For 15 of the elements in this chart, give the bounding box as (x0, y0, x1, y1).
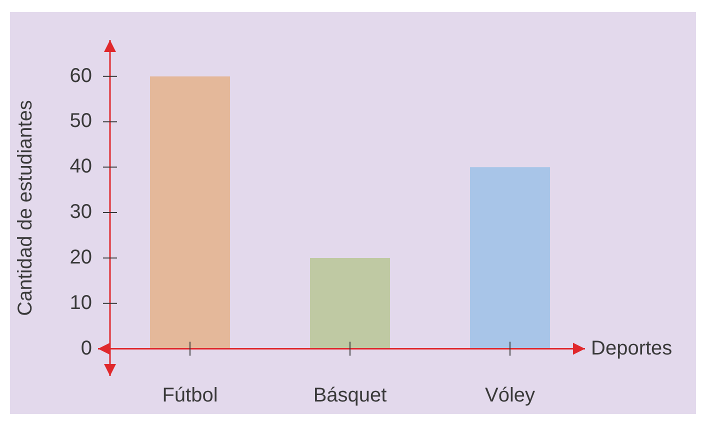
x-axis-title: Deportes (591, 337, 672, 360)
bar (470, 167, 550, 349)
x-tick-label: Vóley (484, 384, 536, 407)
x-tick-label: Básquet (313, 384, 388, 407)
y-tick-label: 10 (70, 292, 92, 314)
y-tick-label: 0 (80, 337, 92, 360)
y-tick-label: 40 (70, 156, 92, 178)
y-axis-title: Cantidad de estudiantes (14, 100, 37, 316)
y-tick-label: 50 (70, 110, 92, 132)
y-tick-label: 60 (70, 64, 92, 87)
y-tick-label: 20 (70, 246, 92, 268)
x-tick-label: Fútbol (162, 384, 218, 407)
y-tick-label: 30 (70, 201, 92, 224)
bar (150, 76, 230, 349)
bar (310, 258, 390, 349)
